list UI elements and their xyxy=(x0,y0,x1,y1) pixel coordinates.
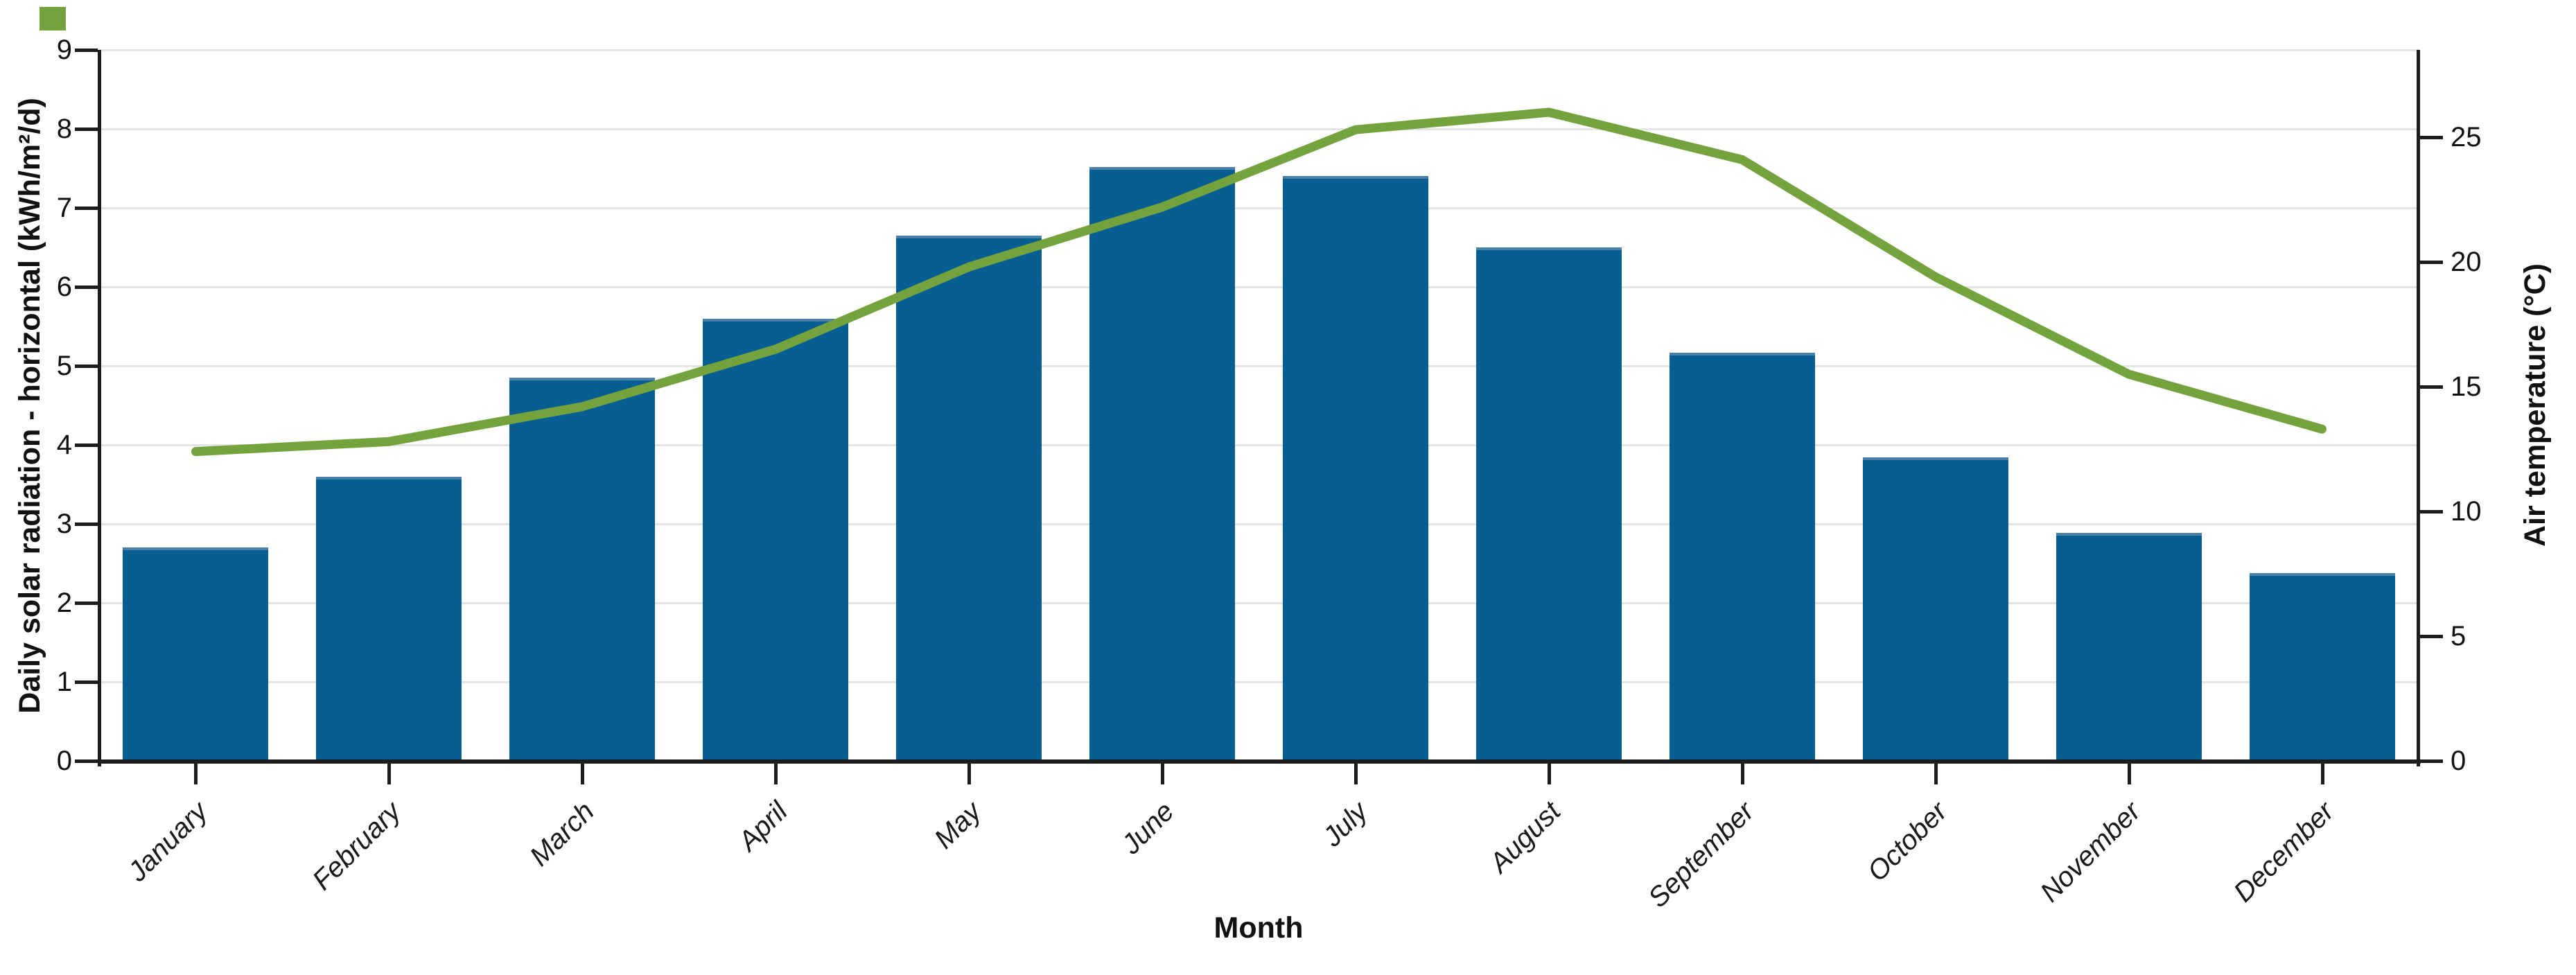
right-axis-tick xyxy=(2420,510,2443,513)
month-label-may: May xyxy=(928,796,987,855)
month-tick xyxy=(387,764,392,784)
month-tick xyxy=(2320,764,2324,784)
bar-september xyxy=(1669,352,1815,761)
left-axis-tick-label: 5 xyxy=(56,351,72,381)
bar-december xyxy=(2249,572,2395,761)
left-axis-tick-label: 3 xyxy=(56,509,72,539)
right-axis-tick-label: 15 xyxy=(2451,371,2482,402)
right-axis-tick-label: 20 xyxy=(2451,247,2482,277)
gridline xyxy=(99,364,2419,367)
right-axis-tick-label: 25 xyxy=(2451,122,2482,152)
left-axis-title-column: Daily solar radiation - horizontal (kWh/… xyxy=(0,50,60,761)
left-axis-tick xyxy=(75,364,98,368)
gridline xyxy=(99,286,2419,288)
left-axis-tick xyxy=(75,522,98,526)
right-axis-tick xyxy=(2420,635,2443,638)
right-axis-tick xyxy=(2420,759,2443,763)
month-tick xyxy=(967,764,972,784)
corner-green-marker xyxy=(40,7,66,30)
gridline xyxy=(99,207,2419,209)
left-axis-tick-label: 6 xyxy=(56,272,72,302)
month-tick xyxy=(194,764,198,784)
right-axis-title-column: Air temperature (°C) xyxy=(2500,50,2570,761)
bar-november xyxy=(2056,532,2202,761)
month-tick xyxy=(1353,764,1358,784)
bottom-axis-line xyxy=(98,759,2421,764)
left-axis-tick xyxy=(75,128,98,131)
bar-april xyxy=(703,318,849,761)
gridline xyxy=(99,49,2419,51)
gridline xyxy=(99,522,2419,525)
month-label-february: February xyxy=(306,796,408,897)
right-axis-title: Air temperature (°C) xyxy=(2518,263,2552,547)
bar-may xyxy=(896,235,1042,761)
left-axis-title: Daily solar radiation - horizontal (kWh/… xyxy=(12,97,46,714)
month-label-november: November xyxy=(2034,796,2147,908)
month-label-july: July xyxy=(1317,796,1374,853)
left-axis-tick-label: 1 xyxy=(56,667,72,697)
right-axis-tick xyxy=(2420,136,2443,139)
bar-july xyxy=(1282,176,1428,761)
bar-august xyxy=(1475,247,1622,761)
right-axis-line xyxy=(2417,50,2420,766)
month-tick xyxy=(774,764,778,784)
left-axis-tick xyxy=(75,286,98,289)
month-tick xyxy=(581,764,585,784)
month-label-august: August xyxy=(1484,796,1567,879)
month-tick xyxy=(1740,764,1744,784)
gridline xyxy=(99,680,2419,683)
left-axis-tick xyxy=(75,49,98,52)
month-tick xyxy=(1547,764,1551,784)
month-tick xyxy=(2127,764,2131,784)
left-axis-tick xyxy=(75,759,98,763)
x-axis-title: Month xyxy=(1213,911,1304,945)
month-tick xyxy=(1161,764,1165,784)
month-label-march: March xyxy=(524,796,601,872)
left-axis-tick-label: 9 xyxy=(56,35,72,65)
bar-march xyxy=(509,378,656,761)
left-axis-tick-label: 7 xyxy=(56,193,72,223)
left-axis-tick xyxy=(75,680,98,684)
left-axis-tick xyxy=(75,601,98,605)
month-label-june: June xyxy=(1116,796,1180,861)
right-axis-tick-label: 5 xyxy=(2451,621,2467,651)
gridline xyxy=(99,128,2419,130)
bar-january xyxy=(123,547,269,761)
month-tick xyxy=(1934,764,1938,784)
gridline xyxy=(99,443,2419,446)
left-axis-tick xyxy=(75,207,98,210)
right-axis-tick xyxy=(2420,261,2443,264)
month-label-december: December xyxy=(2227,796,2340,908)
right-axis-tick-label: 10 xyxy=(2451,496,2482,527)
left-axis-tick-label: 2 xyxy=(56,588,72,618)
bar-june xyxy=(1089,166,1236,761)
left-axis-tick-label: 4 xyxy=(56,430,72,460)
month-label-september: September xyxy=(1642,796,1760,914)
left-axis-tick-label: 8 xyxy=(56,114,72,144)
left-axis-line xyxy=(98,50,101,766)
gridline xyxy=(99,601,2419,604)
month-label-january: January xyxy=(122,796,214,888)
bar-october xyxy=(1862,457,2008,761)
left-axis-tick xyxy=(75,443,98,447)
right-axis-tick xyxy=(2420,385,2443,389)
left-axis-tick-label: 0 xyxy=(56,746,72,776)
right-axis-tick-label: 0 xyxy=(2451,746,2467,776)
month-label-october: October xyxy=(1861,796,1954,888)
bar-february xyxy=(316,476,462,761)
month-label-april: April xyxy=(733,796,794,857)
